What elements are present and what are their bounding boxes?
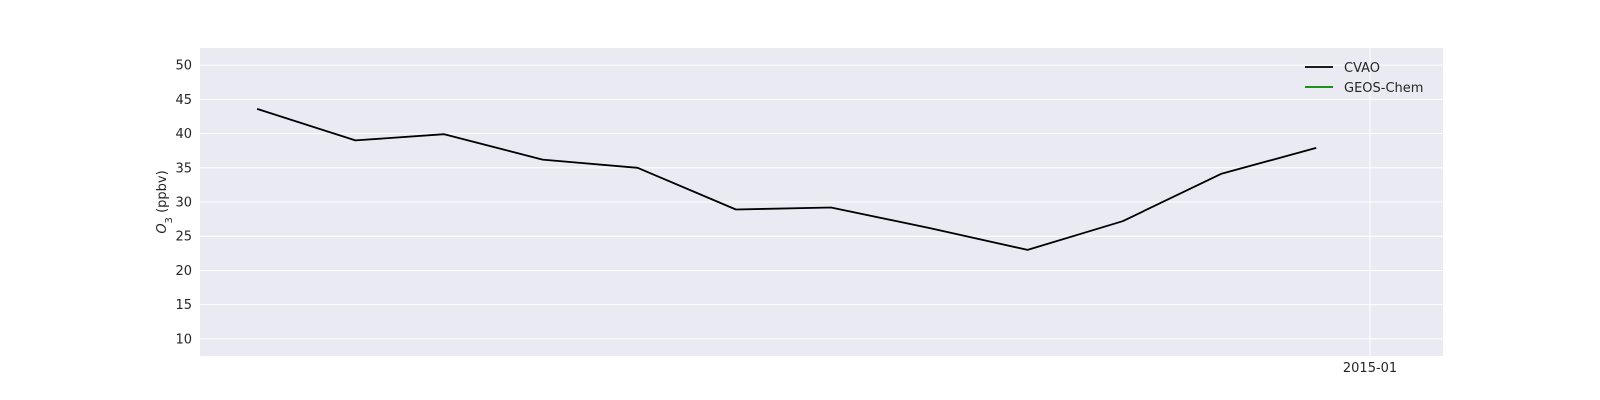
y-tick-label: 30 xyxy=(175,196,192,211)
y-tick-labels: 10 15 20 25 30 35 40 45 50 xyxy=(175,59,192,348)
y-tick-label: 40 xyxy=(175,127,192,142)
x-tick-labels: 2015-01 xyxy=(1343,361,1397,376)
legend-label: GEOS-Chem xyxy=(1344,81,1423,96)
y-tick-label: 15 xyxy=(175,298,192,313)
x-tick-label: 2015-01 xyxy=(1343,361,1397,376)
y-tick-label: 20 xyxy=(175,264,192,279)
y-tick-label: 10 xyxy=(175,332,192,347)
y-tick-label: 50 xyxy=(175,59,192,74)
grid-lines xyxy=(200,48,1443,356)
y-tick-label: 45 xyxy=(175,93,192,108)
y-tick-label: 35 xyxy=(175,161,192,176)
legend: CVAO GEOS-Chem xyxy=(1305,61,1423,96)
legend-label: CVAO xyxy=(1344,61,1380,76)
series-line-cvao xyxy=(256,108,1317,251)
y-tick-label: 25 xyxy=(175,230,192,245)
series-lines xyxy=(256,108,1317,251)
y-axis-label: O3 (ppbv) xyxy=(155,170,175,233)
